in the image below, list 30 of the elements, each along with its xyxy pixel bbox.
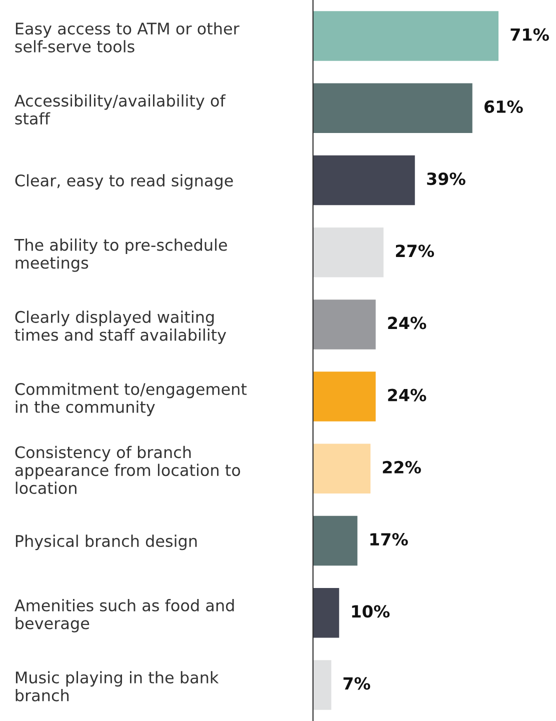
y-tick-label: Clear, easy to read signage <box>15 174 233 190</box>
data-label: 61% <box>484 100 523 113</box>
data-label: 71% <box>510 28 549 41</box>
y-tick-label: Commitment to/engagement in the community <box>15 382 247 416</box>
y-tick-label: The ability to pre-schedule meetings <box>14 238 227 272</box>
data-label: 39% <box>427 172 466 186</box>
bar <box>313 83 472 134</box>
data-label: 27% <box>396 244 434 258</box>
bar <box>313 588 340 638</box>
bar <box>313 372 376 422</box>
bar <box>313 155 415 206</box>
data-label: 17% <box>370 532 408 546</box>
bar <box>313 300 376 350</box>
y-tick-label: Clearly displayed waiting times and staff availability <box>14 310 226 344</box>
bar <box>313 444 370 494</box>
data-label: 24% <box>388 388 426 402</box>
y-tick-label: Accessibility/availability of staff <box>14 94 226 125</box>
bar <box>313 11 498 61</box>
y-tick-label: Easy access to ATM or other self-serve tools <box>15 22 240 52</box>
y-tick-label: Amenities such as food and beverage <box>14 599 234 632</box>
bar <box>313 227 384 278</box>
data-label: 10% <box>352 605 390 618</box>
data-label: 24% <box>388 316 426 330</box>
bar <box>313 516 358 566</box>
bar <box>313 660 332 710</box>
y-tick-label: Music playing in the bank branch <box>16 671 219 702</box>
y-tick-label: Consistency of branch appearance from location to location <box>15 446 240 494</box>
data-label: 7% <box>344 677 370 690</box>
y-tick-label: Physical branch design <box>16 534 197 550</box>
data-label: 22% <box>382 460 421 474</box>
